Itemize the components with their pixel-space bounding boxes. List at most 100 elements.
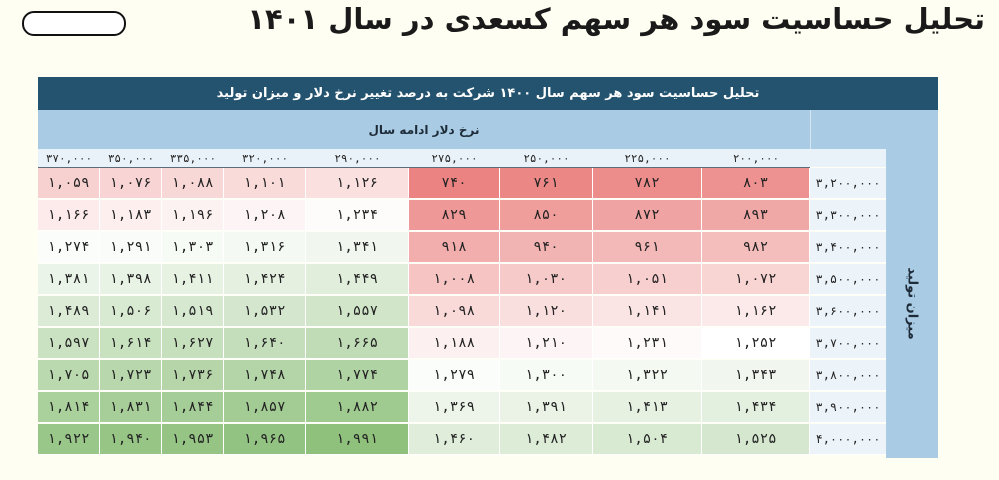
table-cell: ۱,۳۱۶ (224, 232, 306, 263)
column-header: ۲۰۰,۰۰۰ (732, 151, 780, 165)
table-row: ۱,۴۸۹ ۱,۵۰۶ ۱,۵۱۹ ۱,۵۳۲ ۱,۵۵۷ ۱,۰۹۸ ۱,۱۲۰ ۱,۱۴۱… (38, 296, 886, 328)
table-cell: ۱,۳۹۱ (500, 392, 593, 423)
column-group-label: نرخ دلار ادامه سال (38, 110, 810, 149)
table-row: ۱,۸۱۴ ۱,۸۳۱ ۱,۸۴۴ ۱,۸۵۷ ۱,۸۸۲ ۱,۳۶۹ ۱,۳۹۱ ۱,۴۱۳… (38, 392, 886, 424)
table-row: ۱,۲۷۴ ۱,۲۹۱ ۱,۳۰۳ ۱,۳۱۶ ۱,۳۴۱ ۹۱۸ ۹۴۰ ۹۶۱ ۹۸۲ ۳,۴… (38, 232, 886, 264)
table-cell: ۱,۰۷۲ (702, 264, 810, 295)
table-cell: ۱,۰۰۸ (409, 264, 500, 295)
table-row: ۱,۷۰۵ ۱,۷۲۳ ۱,۷۳۶ ۱,۷۴۸ ۱,۷۷۴ ۱,۲۷۹ ۱,۳۰۰ ۱,۳۲۲… (38, 360, 886, 392)
table-cell: ۱,۶۲۷ (162, 328, 224, 359)
table-cell: ۹۱۸ (409, 232, 500, 263)
table-cell: ۱,۴۸۲ (500, 424, 593, 455)
table-row: ۱,۳۸۱ ۱,۳۹۸ ۱,۴۱۱ ۱,۴۲۴ ۱,۴۴۹ ۱,۰۰۸ ۱,۰۳۰ ۱,۰۵۱… (38, 264, 886, 296)
table-cell: ۱,۳۹۸ (100, 264, 162, 295)
table-cell: ۱,۹۴۰ (100, 424, 162, 455)
table-cell: ۱,۱۰۱ (224, 168, 306, 199)
table-cell: ۱,۴۳۴ (702, 392, 810, 423)
table-cell: ۱,۲۷۴ (38, 232, 100, 263)
table-cell: ۱,۳۰۰ (500, 360, 593, 391)
table-cell: ۱,۳۴۳ (702, 360, 810, 391)
table-row: ۱,۰۵۹ ۱,۰۷۶ ۱,۰۸۸ ۱,۱۰۱ ۱,۱۲۶ ۷۴۰ ۷۶۱ ۷۸۲ ۸۰۳ ۳,۲… (38, 168, 886, 200)
table-cell: ۱,۴۱۱ (162, 264, 224, 295)
table-cell: ۱,۲۳۴ (306, 200, 409, 231)
table-cell: ۱,۱۸۳ (100, 200, 162, 231)
table-cell: ۷۶۱ (500, 168, 593, 199)
column-header: ۲۲۵,۰۰۰ (624, 151, 671, 165)
table-cell: ۱,۹۲۲ (38, 424, 100, 455)
column-header: ۳۲۰,۰۰۰ (241, 151, 289, 165)
table-cell: ۱,۹۶۵ (224, 424, 306, 455)
table-cell: ۱,۷۰۵ (38, 360, 100, 391)
table-cell: ۱,۸۵۷ (224, 392, 306, 423)
table-cell: ۱,۱۲۶ (306, 168, 409, 199)
column-header-row: ۳۷۰,۰۰۰ ۳۵۰,۰۰۰ ۳۳۵,۰۰۰ ۳۲۰,۰۰۰ ۲۹۰,۰۰۰ ۲۷۵,۰… (38, 149, 810, 168)
table-cell: ۹۴۰ (500, 232, 593, 263)
table-cell: ۱,۳۶۹ (409, 392, 500, 423)
table-cell: ۱,۴۱۳ (593, 392, 702, 423)
table-cell: ۱,۵۵۷ (306, 296, 409, 327)
header-corner (810, 110, 938, 149)
table-cell: ۱,۳۸۱ (38, 264, 100, 295)
table-cell: ۷۴۰ (409, 168, 500, 199)
table-cell: ۱,۱۸۸ (409, 328, 500, 359)
table-cell: ۱,۴۸۹ (38, 296, 100, 327)
table-cell: ۱,۱۶۲ (702, 296, 810, 327)
table-cell: ۱,۷۷۴ (306, 360, 409, 391)
table-cell: ۱,۴۴۹ (306, 264, 409, 295)
column-header: ۲۷۵,۰۰۰ (431, 151, 478, 165)
table-cell: ۱,۳۲۲ (593, 360, 702, 391)
table-cell: ۱,۲۷۹ (409, 360, 500, 391)
table-cell: ۸۷۲ (593, 200, 702, 231)
table-cell: ۱,۴۶۰ (409, 424, 500, 455)
column-header: ۲۵۰,۰۰۰ (523, 151, 570, 165)
table-cell: ۱,۲۵۲ (702, 328, 810, 359)
column-header: ۳۳۵,۰۰۰ (169, 151, 217, 165)
table-cell: ۱,۶۶۵ (306, 328, 409, 359)
row-header: ۳,۲۰۰,۰۰۰ (810, 168, 886, 199)
sensitivity-table: تحلیل حساسیت سود هر سهم سال ۱۴۰۰ شرکت به… (38, 77, 938, 458)
table-cell: ۱,۲۰۸ (224, 200, 306, 231)
table-cell: ۱,۰۵۹ (38, 168, 100, 199)
row-header: ۳,۳۰۰,۰۰۰ (810, 200, 886, 231)
table-cell: ۱,۲۹۱ (100, 232, 162, 263)
row-header: ۴,۰۰۰,۰۰۰ (810, 424, 886, 455)
table-cell: ۸۲۹ (409, 200, 500, 231)
table-cell: ۱,۷۲۳ (100, 360, 162, 391)
row-group-label: میزان تولید (904, 267, 920, 340)
table-cell: ۱,۵۲۵ (702, 424, 810, 455)
table-cell: ۱,۵۹۷ (38, 328, 100, 359)
row-header-corner (810, 149, 886, 167)
table-title: تحلیل حساسیت سود هر سهم سال ۱۴۰۰ شرکت به… (38, 77, 938, 110)
table-cell: ۱,۹۵۳ (162, 424, 224, 455)
table-cell: ۱,۲۳۱ (593, 328, 702, 359)
table-cell: ۱,۰۷۶ (100, 168, 162, 199)
toggle-pill[interactable] (22, 11, 126, 36)
table-cell: ۹۸۲ (702, 232, 810, 263)
table-cell: ۱,۵۱۹ (162, 296, 224, 327)
column-header: ۲۹۰,۰۰۰ (334, 151, 381, 165)
table-cell: ۱,۳۰۳ (162, 232, 224, 263)
table-cell: ۱,۱۲۰ (500, 296, 593, 327)
table-cell: ۸۹۳ (702, 200, 810, 231)
table-row: ۱,۵۹۷ ۱,۶۱۴ ۱,۶۲۷ ۱,۶۴۰ ۱,۶۶۵ ۱,۱۸۸ ۱,۲۱۰ ۱,۲۳۱… (38, 328, 886, 360)
table-cell: ۸۵۰ (500, 200, 593, 231)
page-title: تحلیل حساسیت سود هر سهم کسعدی در سال ۱۴۰… (247, 2, 985, 36)
table-row: ۱,۹۲۲ ۱,۹۴۰ ۱,۹۵۳ ۱,۹۶۵ ۱,۹۹۱ ۱,۴۶۰ ۱,۴۸۲ ۱,۵۰۴… (38, 424, 886, 456)
table-cell: ۱,۳۴۱ (306, 232, 409, 263)
table-cell: ۱,۸۱۴ (38, 392, 100, 423)
table-cell: ۱,۰۵۱ (593, 264, 702, 295)
table-cell: ۱,۶۴۰ (224, 328, 306, 359)
column-header: ۳۵۰,۰۰۰ (107, 151, 155, 165)
table-cell: ۱,۱۶۶ (38, 200, 100, 231)
row-header: ۳,۹۰۰,۰۰۰ (810, 392, 886, 423)
row-header: ۳,۸۰۰,۰۰۰ (810, 360, 886, 391)
table-row: ۱,۱۶۶ ۱,۱۸۳ ۱,۱۹۶ ۱,۲۰۸ ۱,۲۳۴ ۸۲۹ ۸۵۰ ۸۷۲ ۸۹۳ ۳,۳… (38, 200, 886, 232)
table-cell: ۸۰۳ (702, 168, 810, 199)
table-cell: ۱,۵۰۶ (100, 296, 162, 327)
table-cell: ۱,۰۹۸ (409, 296, 500, 327)
table-cell: ۱,۹۹۱ (306, 424, 409, 455)
table-cell: ۱,۰۸۸ (162, 168, 224, 199)
row-group-band (886, 149, 938, 458)
row-header: ۳,۷۰۰,۰۰۰ (810, 328, 886, 359)
table-cell: ۱,۵۳۲ (224, 296, 306, 327)
